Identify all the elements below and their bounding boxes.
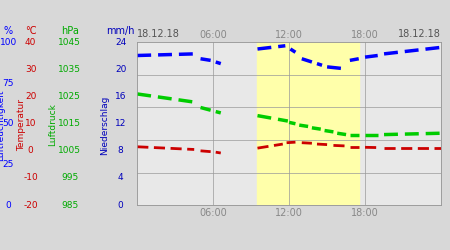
Text: hPa: hPa — [61, 26, 79, 36]
Text: mm/h: mm/h — [106, 26, 135, 36]
Text: 40: 40 — [25, 38, 36, 47]
Text: -10: -10 — [23, 174, 38, 182]
Text: 985: 985 — [61, 200, 78, 209]
Text: %: % — [4, 26, 13, 36]
Text: Luftdruck: Luftdruck — [49, 104, 58, 146]
Text: 20: 20 — [25, 92, 36, 101]
Text: 30: 30 — [25, 65, 36, 74]
Text: 1045: 1045 — [58, 38, 81, 47]
Text: 0: 0 — [28, 146, 33, 155]
Text: 4: 4 — [118, 174, 123, 182]
Text: Niederschlag: Niederschlag — [100, 95, 109, 155]
Text: °C: °C — [25, 26, 36, 36]
Text: Luftfeuchtigkeit: Luftfeuchtigkeit — [0, 89, 5, 161]
Text: 100: 100 — [0, 38, 17, 47]
Text: 0: 0 — [5, 200, 11, 209]
Text: 24: 24 — [115, 38, 126, 47]
Bar — [257, 42, 359, 205]
Text: 16: 16 — [115, 92, 126, 101]
Text: 1015: 1015 — [58, 119, 81, 128]
Text: 20: 20 — [115, 65, 126, 74]
Text: 10: 10 — [25, 119, 36, 128]
Text: 1025: 1025 — [58, 92, 81, 101]
Text: 12: 12 — [115, 119, 126, 128]
Text: 1005: 1005 — [58, 146, 81, 155]
Text: 75: 75 — [2, 78, 14, 88]
Text: 8: 8 — [118, 146, 123, 155]
Text: 50: 50 — [2, 119, 14, 128]
Text: Temperatur: Temperatur — [17, 99, 26, 151]
Text: 18.12.18: 18.12.18 — [398, 29, 441, 39]
Text: 995: 995 — [61, 174, 78, 182]
Text: 18.12.18: 18.12.18 — [137, 29, 180, 39]
Text: 1035: 1035 — [58, 65, 81, 74]
Text: 0: 0 — [118, 200, 123, 209]
Text: -20: -20 — [23, 200, 38, 209]
Text: 25: 25 — [2, 160, 14, 169]
